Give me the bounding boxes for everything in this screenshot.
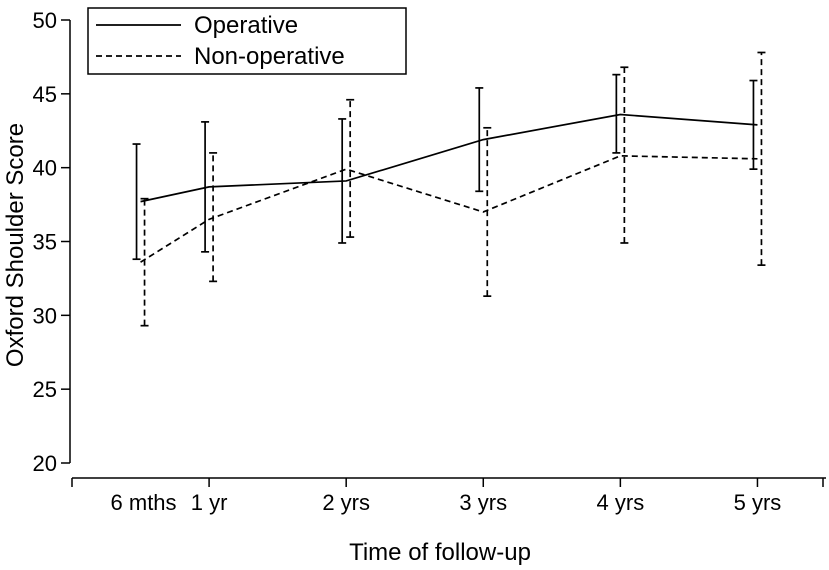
series-line [140, 113, 758, 203]
series-layer [132, 51, 766, 327]
y-tick-label: 40 [33, 156, 57, 181]
y-tick-label: 30 [33, 303, 57, 328]
legend-label: Operative [194, 12, 298, 39]
series-operative [132, 73, 758, 261]
y-tick-label: 50 [33, 8, 57, 33]
x-tick-label: 4 yrs [597, 490, 645, 515]
axes: 20 25 30 35 40 45 50 6 mths 1 yr 2 yrs 3 yrs 4 yrs 5… [33, 8, 826, 515]
x-tick-label: 3 yrs [459, 490, 507, 515]
legend: Operative Non-operative [87, 7, 407, 75]
legend-box [87, 7, 407, 75]
x-tick-label: 2 yrs [322, 490, 370, 515]
series-line [140, 154, 758, 263]
y-axis-label: Oxford Shoulder Score [2, 123, 29, 367]
legend-label: Non-operative [194, 43, 345, 70]
x-axis-label: Time of follow-up [349, 539, 531, 566]
series-non-operative [140, 51, 766, 327]
y-tick-label: 25 [33, 377, 57, 402]
y-tick-label: 35 [33, 230, 57, 255]
x-tick-label: 6 mths [111, 490, 177, 515]
x-tick-label: 5 yrs [734, 490, 782, 515]
x-tick-label: 1 yr [191, 490, 228, 515]
y-tick-label: 20 [33, 451, 57, 476]
y-tick-label: 45 [33, 82, 57, 107]
